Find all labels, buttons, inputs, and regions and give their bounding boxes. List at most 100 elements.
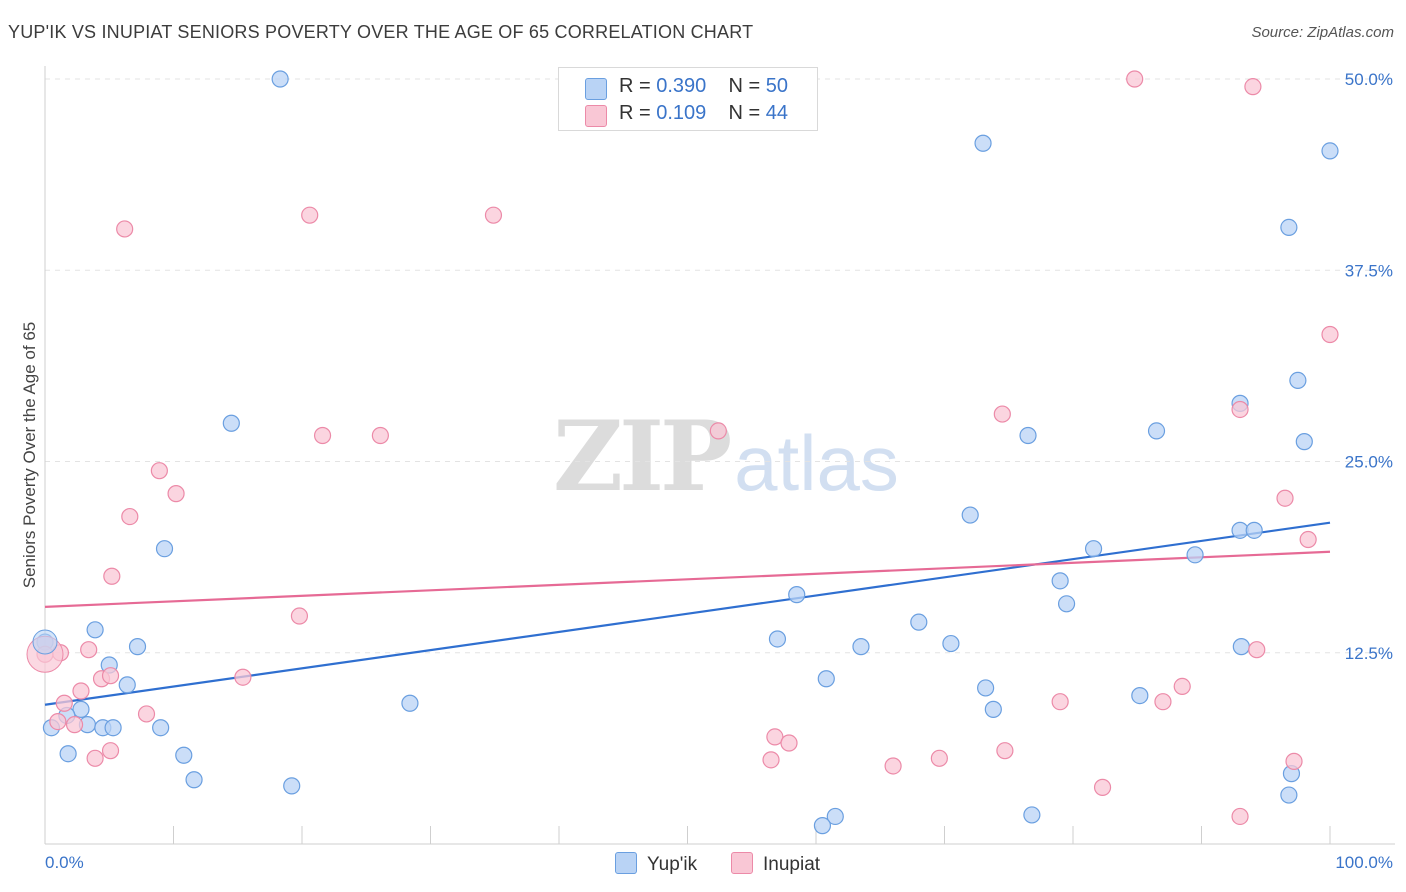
bottom-legend-inupiat[interactable]: Inupiat xyxy=(731,852,820,876)
data-point-inupiat xyxy=(103,567,121,585)
data-point-yupik xyxy=(1295,433,1313,451)
x-tick-label-max: 100.0% xyxy=(1335,853,1393,872)
data-point-inupiat xyxy=(1321,325,1339,344)
data-point-yupik xyxy=(910,613,928,631)
axes xyxy=(44,66,1395,845)
legend-swatch-inupiat xyxy=(585,105,607,127)
data-point-inupiat xyxy=(137,705,156,723)
data-point-inupiat xyxy=(1299,530,1317,549)
bottom-legend-swatch-yupik xyxy=(615,852,637,874)
data-point-yupik xyxy=(1051,572,1069,590)
y-tick-label: 50.0% xyxy=(1345,70,1393,89)
data-point-inupiat xyxy=(1231,807,1249,826)
y-tick-label: 37.5% xyxy=(1345,261,1393,280)
data-point-yupik xyxy=(1131,686,1149,705)
data-point-yupik xyxy=(1280,218,1298,237)
data-point-inupiat xyxy=(301,206,319,224)
legend-r-value: 0.109 xyxy=(656,102,707,124)
data-point-inupiat xyxy=(1051,693,1069,711)
data-point-yupik xyxy=(788,586,806,604)
bottom-legend-label-yupik: Yup'ik xyxy=(647,854,698,875)
data-point-inupiat xyxy=(1231,400,1249,419)
y-tick-label: 12.5% xyxy=(1345,644,1393,663)
data-point-yupik xyxy=(185,771,203,789)
data-point-yupik xyxy=(974,134,992,152)
data-point-inupiat xyxy=(709,422,727,440)
data-point-yupik xyxy=(1147,422,1166,440)
data-point-yupik xyxy=(118,676,136,694)
data-point-yupik xyxy=(1084,540,1103,558)
data-point-yupik xyxy=(1289,371,1307,390)
data-point-yupik xyxy=(1232,638,1250,656)
data-point-yupik xyxy=(1280,786,1298,804)
data-point-inupiat xyxy=(150,462,168,480)
data-point-inupiat xyxy=(996,742,1014,760)
bottom-legend-yupik[interactable]: Yup'ik xyxy=(615,852,697,876)
y-tick-label: 25.0% xyxy=(1345,453,1393,472)
data-point-yupik xyxy=(72,700,90,718)
data-point-yupik xyxy=(977,679,995,697)
legend-text-inupiat: R = 0.109 N = 44 xyxy=(619,102,788,125)
trend-lines xyxy=(44,521,1331,706)
x-tick-label-min: 0.0% xyxy=(45,853,84,872)
data-point-inupiat xyxy=(313,426,332,445)
data-point-inupiat xyxy=(1126,70,1144,88)
data-point-inupiat xyxy=(234,668,252,686)
data-point-inupiat xyxy=(116,220,134,238)
data-point-yupik-cluster xyxy=(32,629,58,655)
data-point-inupiat xyxy=(101,742,120,760)
data-point-inupiat xyxy=(65,716,84,734)
data-point-yupik xyxy=(155,540,174,558)
bottom-legend-swatch-inupiat xyxy=(731,852,753,874)
data-point-yupik xyxy=(1245,521,1263,539)
data-point-inupiat xyxy=(80,641,98,659)
legend-r-label: R = xyxy=(619,75,657,97)
data-point-inupiat xyxy=(1276,489,1294,507)
data-point-yupik xyxy=(1186,546,1204,564)
correlation-legend: R = 0.390 N = 50 R = 0.109 N = 44 xyxy=(558,67,818,131)
data-point-inupiat xyxy=(993,405,1011,423)
data-point-inupiat xyxy=(1173,677,1191,696)
data-point-inupiat xyxy=(762,751,780,769)
data-point-inupiat xyxy=(766,728,784,746)
data-point-inupiat xyxy=(1248,641,1266,659)
data-point-yupik xyxy=(283,777,301,795)
trend-line-yupik xyxy=(44,521,1331,706)
data-point-yupik xyxy=(128,638,147,656)
data-point-inupiat xyxy=(1154,693,1172,711)
legend-n-label: N = xyxy=(728,75,766,97)
data-point-inupiat xyxy=(1093,778,1112,796)
data-point-inupiat xyxy=(86,749,104,767)
data-point-inupiat xyxy=(780,734,798,752)
data-point-yupik xyxy=(817,670,835,688)
data-point-yupik xyxy=(152,719,170,737)
data-point-inupiat xyxy=(290,607,309,625)
data-point-yupik xyxy=(1057,595,1076,613)
data-point-yupik xyxy=(768,630,787,648)
data-point-yupik xyxy=(852,638,870,656)
source-label[interactable]: Source: ZipAtlas.com xyxy=(1251,24,1394,41)
chart-title: YUP'IK VS INUPIAT SENIORS POVERTY OVER T… xyxy=(8,22,754,42)
data-point-yupik xyxy=(271,70,289,88)
legend-text-yupik: R = 0.390 N = 50 xyxy=(619,75,788,98)
data-point-yupik xyxy=(942,634,960,653)
bottom-legend-label-inupiat: Inupiat xyxy=(763,854,821,875)
data-point-yupik xyxy=(59,745,77,763)
data-point-inupiat xyxy=(484,206,503,224)
data-point-yupik xyxy=(222,414,240,432)
data-point-inupiat xyxy=(167,485,185,503)
data-point-inupiat xyxy=(49,712,67,731)
grid-lines xyxy=(45,78,1395,654)
data-point-inupiat xyxy=(884,757,902,775)
legend-n-label: N = xyxy=(728,102,766,124)
data-point-yupik xyxy=(813,817,832,835)
legend-swatch-yupik xyxy=(585,78,607,100)
data-point-inupiat xyxy=(101,667,120,685)
data-points xyxy=(26,70,1339,835)
data-point-yupik xyxy=(175,746,193,764)
data-point-inupiat xyxy=(121,507,139,526)
data-point-inupiat xyxy=(1285,752,1303,770)
legend-n-value: 44 xyxy=(765,102,789,124)
data-point-yupik xyxy=(1321,142,1339,160)
